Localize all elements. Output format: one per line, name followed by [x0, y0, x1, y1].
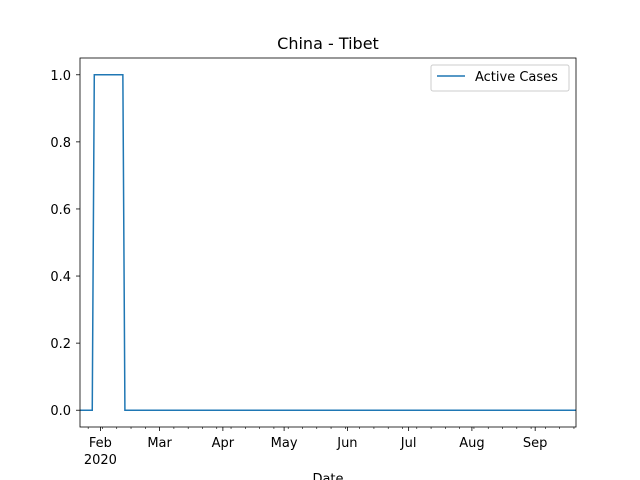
plot-frame [79, 57, 577, 428]
x-tick-label: Apr [212, 436, 235, 451]
y-tick-label: 0.0 [50, 404, 71, 419]
chart-title: China - Tibet [277, 34, 379, 53]
y-tick-label: 1.0 [50, 69, 71, 84]
x-tick-label: Aug [459, 436, 484, 451]
legend-box [430, 64, 570, 92]
x-axis-title: Date [312, 472, 343, 480]
x-tick-year-label: 2020 [84, 453, 117, 468]
x-tick-label: Jul [400, 436, 417, 451]
x-tick-label: May [271, 436, 298, 451]
legend-label-active-cases: Active Cases [475, 70, 558, 85]
x-tick-label: Jun [336, 436, 357, 451]
x-tick-label: Mar [147, 436, 172, 451]
y-tick-label: 0.8 [50, 136, 71, 151]
x-tick-label: Sep [523, 436, 548, 451]
y-tick-label: 0.2 [50, 337, 71, 352]
y-axis: 0.0 0.2 0.4 0.6 0.8 1.0 [50, 69, 80, 419]
y-tick-label: 0.6 [50, 203, 71, 218]
legend: Active Cases [430, 64, 570, 92]
x-axis: Feb 2020 Mar Apr May Jun Jul Aug Sep [84, 427, 575, 468]
series-line-active-cases [80, 74, 576, 411]
x-tick-label: Feb [89, 436, 112, 451]
plot-area [79, 57, 577, 428]
y-tick-label: 0.4 [50, 270, 71, 285]
plot-background [80, 58, 576, 427]
